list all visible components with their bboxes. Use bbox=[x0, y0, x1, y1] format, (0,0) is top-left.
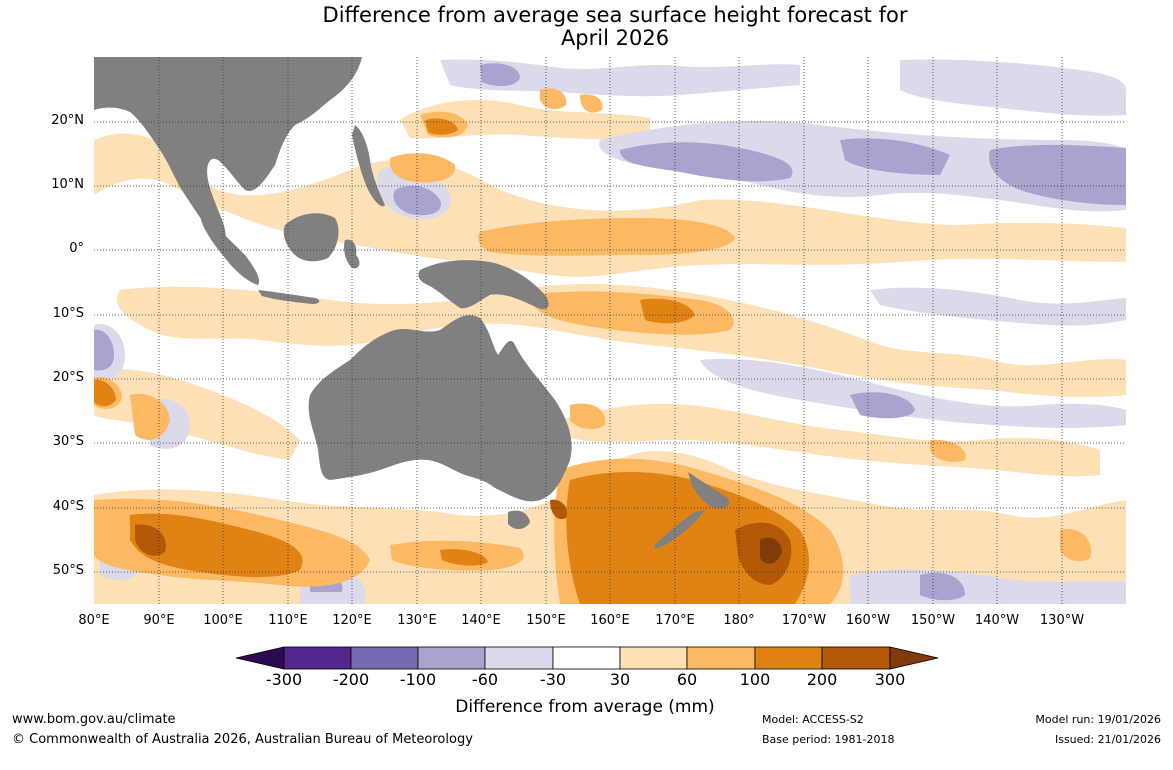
lat-label-30s: 30°S bbox=[52, 434, 84, 449]
lon-label-90e: 90°E bbox=[143, 613, 175, 628]
colorbar-tick-label: -100 bbox=[399, 670, 437, 689]
colorbar-segment-6 bbox=[619, 646, 688, 670]
sea-surface-height-map bbox=[94, 57, 1126, 604]
colorbar-segment-9 bbox=[821, 646, 891, 670]
colorbar-segment-1 bbox=[283, 646, 352, 670]
new-zealand-north-island bbox=[688, 472, 730, 509]
lon-label-140e: 140°E bbox=[461, 613, 501, 628]
copyright-text: © Commonwealth of Australia 2026, Austra… bbox=[12, 732, 473, 747]
new-guinea-island bbox=[418, 260, 549, 310]
colorbar-segment-7 bbox=[686, 646, 756, 670]
lon-label-150e: 150°E bbox=[526, 613, 566, 628]
colorbar-tick-label: -200 bbox=[332, 670, 370, 689]
colorbar-max-arrow bbox=[889, 646, 939, 670]
lon-label-160e: 160°E bbox=[590, 613, 630, 628]
lon-label-110e: 110°E bbox=[268, 613, 308, 628]
title-line-2: April 2026 bbox=[560, 26, 670, 50]
lat-label-10s: 10°S bbox=[52, 306, 84, 321]
colorbar-tick-label: 100 bbox=[739, 670, 771, 689]
tasmania-island bbox=[508, 510, 530, 530]
land-masses bbox=[94, 57, 730, 549]
colorbar-tick-label: 60 bbox=[676, 670, 698, 689]
lat-label-40s: 40°S bbox=[52, 499, 84, 514]
colorbar-tick-label: -300 bbox=[265, 670, 303, 689]
lat-label-10n: 10°N bbox=[51, 177, 84, 192]
lon-label-170e: 170°E bbox=[655, 613, 695, 628]
website-link[interactable]: www.bom.gov.au/climate bbox=[12, 712, 176, 727]
lat-label-equator: 0° bbox=[69, 241, 84, 256]
lat-label-20s: 20°S bbox=[52, 370, 84, 385]
lat-label-20n: 20°N bbox=[51, 113, 84, 128]
model-name: Model: ACCESS-S2 bbox=[762, 713, 864, 726]
java-island bbox=[258, 290, 320, 304]
lon-label-130e: 130°E bbox=[397, 613, 437, 628]
colorbar-tick-label: 200 bbox=[806, 670, 838, 689]
lon-label-130w: 130°W bbox=[1039, 613, 1085, 628]
title-line-1: Difference from average sea surface heig… bbox=[322, 3, 908, 27]
australia-landmass bbox=[308, 315, 572, 502]
model-run-date: Model run: 19/01/2026 bbox=[1035, 713, 1161, 726]
colorbar-tick-label: 30 bbox=[609, 670, 631, 689]
lon-label-170w: 170°W bbox=[781, 613, 827, 628]
colorbar-tick-label: -30 bbox=[539, 670, 567, 689]
colorbar-tick-label: 300 bbox=[874, 670, 906, 689]
base-period: Base period: 1981-2018 bbox=[762, 733, 895, 746]
anomaly-neg60-neg100 bbox=[94, 63, 1126, 601]
lon-label-100e: 100°E bbox=[203, 613, 243, 628]
map-title: Difference from average sea surface heig… bbox=[0, 4, 1173, 50]
issued-date: Issued: 21/01/2026 bbox=[1054, 733, 1161, 746]
colorbar-segment-5 bbox=[552, 646, 621, 670]
new-zealand-south-island bbox=[654, 510, 705, 549]
colorbar-tick-label: -60 bbox=[471, 670, 499, 689]
colorbar-segment-2 bbox=[350, 646, 419, 670]
asia-landmass bbox=[94, 57, 362, 246]
anomaly-over-300 bbox=[760, 537, 782, 564]
graticule bbox=[94, 57, 1126, 604]
sulawesi-island bbox=[343, 239, 360, 269]
colorbar-segment-8 bbox=[754, 646, 823, 670]
lon-label-120e: 120°E bbox=[332, 613, 372, 628]
lon-label-180: 180° bbox=[723, 613, 755, 628]
lon-label-150w: 150°W bbox=[910, 613, 956, 628]
borneo-island bbox=[283, 213, 339, 262]
colorbar-title: Difference from average (mm) bbox=[455, 697, 715, 717]
colorbar-segment-3 bbox=[417, 646, 486, 670]
lat-label-50s: 50°S bbox=[52, 563, 84, 578]
colorbar-segment-4 bbox=[484, 646, 554, 670]
lon-label-80e: 80°E bbox=[78, 613, 110, 628]
colorbar-min-arrow bbox=[235, 646, 285, 670]
lon-label-160w: 160°W bbox=[845, 613, 891, 628]
lon-label-140w: 140°W bbox=[974, 613, 1020, 628]
